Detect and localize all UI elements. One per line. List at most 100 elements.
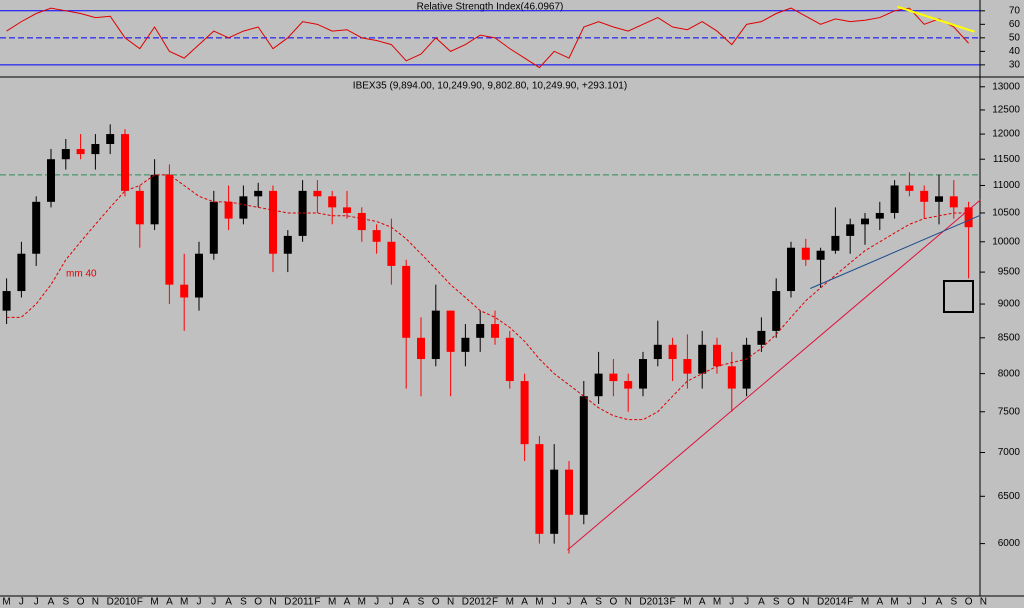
y-tick-label: 8000 xyxy=(998,368,1021,379)
candle-body xyxy=(550,469,559,534)
candle-body xyxy=(91,143,100,155)
x-tick-label: M xyxy=(535,597,543,608)
candle-body xyxy=(949,196,958,208)
y-tick-label: 10000 xyxy=(992,236,1020,247)
y-tick-label: 70 xyxy=(1009,5,1021,16)
candle-body xyxy=(402,265,411,338)
candle-body xyxy=(17,253,26,292)
x-tick-label: M xyxy=(2,597,10,608)
x-tick-label: J xyxy=(922,597,927,608)
candle-body xyxy=(875,212,884,219)
candle-body xyxy=(491,324,499,338)
candle-body xyxy=(742,344,751,389)
candle-body xyxy=(76,149,85,155)
y-tick-label: 13000 xyxy=(992,81,1020,92)
candle-body xyxy=(727,366,736,389)
x-tick-label: 2011 xyxy=(292,597,314,608)
x-tick-label: M xyxy=(150,597,158,608)
candle-body xyxy=(757,330,766,345)
trend-line xyxy=(810,214,981,289)
candle-body xyxy=(357,212,366,231)
x-tick-label: N xyxy=(447,597,454,608)
x-tick-label: 2010 xyxy=(114,597,137,608)
candle-body xyxy=(372,230,381,242)
y-tick-label: 50 xyxy=(1009,32,1021,43)
candle-body xyxy=(254,190,263,197)
candle-body xyxy=(195,253,203,298)
candle-body xyxy=(624,381,633,389)
x-tick-label: O xyxy=(77,597,85,608)
candle-body xyxy=(579,396,588,515)
y-tick-label: 10500 xyxy=(992,208,1020,219)
series-label: mm 40 xyxy=(66,269,97,280)
x-tick-label: M xyxy=(328,597,336,608)
price-title: IBEX35 (9,894.00, 10,249.90, 9,802.80, 1… xyxy=(353,81,627,92)
x-tick-label: D xyxy=(817,597,824,608)
candle-body xyxy=(209,201,218,254)
candle-body xyxy=(683,359,692,374)
y-tick-label: 11500 xyxy=(993,154,1021,165)
y-tick-label: 60 xyxy=(1009,19,1021,30)
candle-body xyxy=(283,235,292,254)
x-tick-label: J xyxy=(19,597,24,608)
x-tick-label: M xyxy=(861,597,869,608)
candle-body xyxy=(668,344,677,360)
x-tick-label: A xyxy=(580,597,587,608)
x-tick-label: J xyxy=(374,597,379,608)
candle-body xyxy=(920,190,929,202)
x-tick-label: S xyxy=(950,597,957,608)
rsi-line xyxy=(6,7,969,69)
candle-body xyxy=(698,344,707,374)
x-tick-label: D xyxy=(107,597,114,608)
x-tick-label: M xyxy=(506,597,514,608)
x-tick-label: F xyxy=(492,597,498,608)
candle-body xyxy=(594,373,603,397)
x-tick-label: N xyxy=(92,597,99,608)
trend-line xyxy=(567,199,981,551)
candle-body xyxy=(890,185,899,213)
x-tick-label: J xyxy=(34,597,39,608)
x-tick-label: S xyxy=(240,597,247,608)
candle-body xyxy=(639,359,647,389)
candle-body xyxy=(135,190,144,225)
y-tick-label: 12000 xyxy=(992,129,1020,140)
x-tick-label: O xyxy=(787,597,795,608)
moving-average xyxy=(6,174,969,421)
x-tick-label: M xyxy=(683,597,691,608)
candle-body xyxy=(387,241,396,266)
candle-body xyxy=(180,284,189,298)
candle-body xyxy=(32,201,41,254)
x-tick-label: J xyxy=(744,597,749,608)
candle-body xyxy=(653,344,662,360)
x-tick-label: J xyxy=(197,597,202,608)
candle-body xyxy=(121,134,129,191)
x-tick-label: A xyxy=(48,597,55,608)
trend-line xyxy=(897,5,975,33)
candle-body xyxy=(328,196,337,208)
y-tick-label: 9000 xyxy=(998,299,1021,310)
x-tick-label: N xyxy=(802,597,809,608)
candle-body xyxy=(417,337,425,360)
candle-body xyxy=(535,444,544,534)
y-tick-label: 11000 xyxy=(993,180,1021,191)
candle-body xyxy=(787,247,795,292)
candle-body xyxy=(861,218,869,225)
y-tick-label: 40 xyxy=(1009,46,1021,57)
y-tick-label: 9500 xyxy=(998,267,1021,278)
candle-body xyxy=(801,247,810,260)
x-tick-label: J xyxy=(567,597,572,608)
x-tick-label: J xyxy=(729,597,734,608)
candle-body xyxy=(905,185,914,191)
x-tick-label: S xyxy=(418,597,425,608)
x-tick-label: A xyxy=(225,597,232,608)
candle-body xyxy=(831,235,840,251)
x-tick-label: O xyxy=(254,597,262,608)
candle-body xyxy=(150,174,159,225)
candle-body xyxy=(565,469,573,515)
candle-body xyxy=(269,190,277,254)
x-tick-label: M xyxy=(890,597,898,608)
x-tick-label: D xyxy=(462,597,469,608)
x-tick-label: 2012 xyxy=(469,597,492,608)
candle-body xyxy=(505,337,514,382)
candle-body xyxy=(461,337,470,352)
